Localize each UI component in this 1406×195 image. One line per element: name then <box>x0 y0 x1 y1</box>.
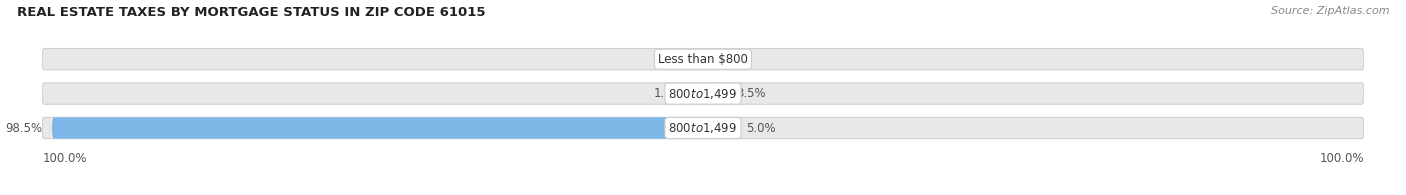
Text: Source: ZipAtlas.com: Source: ZipAtlas.com <box>1271 6 1389 16</box>
Text: 98.5%: 98.5% <box>6 121 42 135</box>
Text: REAL ESTATE TAXES BY MORTGAGE STATUS IN ZIP CODE 61015: REAL ESTATE TAXES BY MORTGAGE STATUS IN … <box>17 6 485 19</box>
FancyBboxPatch shape <box>52 117 703 139</box>
Text: 1.5%: 1.5% <box>654 87 683 100</box>
Text: 0.0%: 0.0% <box>664 53 693 66</box>
FancyBboxPatch shape <box>42 49 1364 70</box>
FancyBboxPatch shape <box>703 83 725 104</box>
Text: 100.0%: 100.0% <box>42 152 87 165</box>
FancyBboxPatch shape <box>42 83 1364 104</box>
Text: $800 to $1,499: $800 to $1,499 <box>668 87 738 101</box>
Text: 0.0%: 0.0% <box>713 53 742 66</box>
Text: 3.5%: 3.5% <box>735 87 766 100</box>
FancyBboxPatch shape <box>703 117 735 139</box>
Text: $800 to $1,499: $800 to $1,499 <box>668 121 738 135</box>
Text: 5.0%: 5.0% <box>747 121 776 135</box>
Text: 100.0%: 100.0% <box>1319 152 1364 165</box>
FancyBboxPatch shape <box>42 117 1364 139</box>
FancyBboxPatch shape <box>693 83 703 104</box>
Text: Less than $800: Less than $800 <box>658 53 748 66</box>
